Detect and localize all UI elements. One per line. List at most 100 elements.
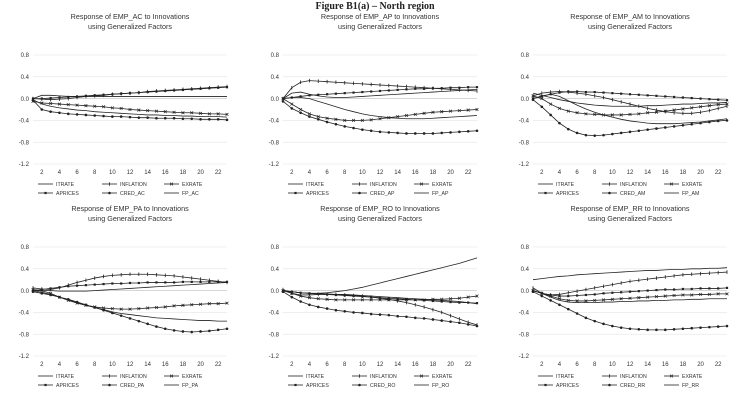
data-point bbox=[725, 286, 729, 289]
data-point bbox=[57, 102, 62, 106]
series-itrate bbox=[33, 282, 228, 292]
legend-label: EXRATE bbox=[432, 374, 453, 380]
data-point bbox=[299, 111, 302, 115]
x-tick-label: 8 bbox=[593, 362, 597, 368]
data-point bbox=[387, 89, 390, 92]
data-point bbox=[628, 290, 632, 293]
data-point bbox=[540, 294, 544, 298]
data-point bbox=[290, 102, 294, 106]
legend-entry: INFLATION bbox=[352, 374, 397, 380]
legend-marker bbox=[108, 383, 111, 387]
data-point bbox=[584, 293, 588, 297]
data-point bbox=[216, 112, 220, 116]
x-tick-label: 2 bbox=[290, 170, 294, 176]
data-point bbox=[708, 98, 711, 101]
data-point bbox=[181, 111, 185, 115]
data-point bbox=[163, 110, 167, 114]
series-exrate bbox=[531, 94, 729, 117]
data-point bbox=[66, 112, 70, 116]
data-point bbox=[225, 301, 229, 305]
data-point bbox=[396, 297, 399, 300]
legend-marker bbox=[608, 191, 611, 195]
y-tick-label: 0.8 bbox=[271, 53, 280, 59]
series-inflation bbox=[532, 270, 728, 297]
data-point bbox=[540, 105, 544, 109]
data-point bbox=[369, 129, 373, 133]
series-aprices bbox=[31, 280, 229, 292]
x-tick-label: 18 bbox=[680, 170, 687, 176]
chart-title-line1: Response of EMP_AC to Innovations bbox=[70, 12, 190, 21]
legend-entry: FP_RR bbox=[664, 383, 699, 389]
x-tick-label: 18 bbox=[430, 170, 437, 176]
legend-entry: FP_AP bbox=[414, 191, 449, 197]
data-point bbox=[575, 111, 579, 115]
figure-title: Figure B1(a) – North region bbox=[315, 1, 435, 12]
legend-marker bbox=[294, 191, 297, 195]
legend-entry: APRICES bbox=[538, 383, 579, 389]
data-point bbox=[378, 130, 382, 134]
data-point bbox=[316, 297, 320, 301]
data-point bbox=[101, 306, 106, 310]
data-point bbox=[611, 132, 614, 136]
data-point bbox=[102, 93, 105, 96]
data-point bbox=[725, 324, 729, 328]
data-point bbox=[602, 322, 605, 326]
data-point bbox=[699, 326, 702, 329]
chart-title-line1: Response of EMP_AP to Innovations bbox=[320, 12, 440, 21]
data-point bbox=[316, 114, 320, 119]
data-point bbox=[593, 134, 597, 137]
legend-label: FP_RO bbox=[432, 383, 449, 389]
data-point bbox=[225, 86, 229, 89]
chart-title-line1: Response of EMP_AM to Innovations bbox=[570, 12, 690, 21]
data-point bbox=[163, 327, 167, 331]
data-point bbox=[707, 104, 712, 108]
data-point bbox=[66, 102, 70, 107]
legend-entry: ITRATE bbox=[538, 182, 575, 188]
data-point bbox=[317, 93, 320, 96]
x-tick-label: 22 bbox=[465, 362, 472, 368]
data-point bbox=[198, 302, 203, 306]
data-point bbox=[690, 122, 694, 126]
legend-marker bbox=[419, 182, 424, 186]
data-point bbox=[405, 132, 408, 135]
legend-label: ITRATE bbox=[556, 374, 575, 380]
series-cred-ro bbox=[281, 290, 479, 328]
data-point bbox=[566, 109, 570, 113]
series-fp-pa bbox=[32, 290, 227, 322]
legend-entry: INFLATION bbox=[352, 182, 397, 188]
series-itrate bbox=[32, 94, 227, 99]
series-exrate bbox=[31, 99, 229, 117]
data-point bbox=[316, 305, 320, 309]
legend-label: APRICES bbox=[306, 383, 329, 389]
x-tick-label: 8 bbox=[93, 170, 97, 176]
data-point bbox=[637, 296, 641, 300]
data-point bbox=[40, 288, 43, 291]
legend-entry: ITRATE bbox=[538, 374, 575, 380]
data-point bbox=[181, 330, 185, 333]
legend-label: ITRATE bbox=[306, 374, 325, 380]
data-point bbox=[163, 116, 167, 120]
data-point bbox=[449, 131, 452, 134]
data-point bbox=[198, 111, 203, 115]
legend-label: INFLATION bbox=[120, 182, 147, 188]
data-point bbox=[584, 299, 588, 303]
data-point bbox=[351, 298, 356, 302]
data-point bbox=[458, 321, 461, 325]
y-tick-label: 0.0 bbox=[21, 289, 30, 295]
data-point bbox=[663, 109, 667, 113]
x-tick-label: 6 bbox=[325, 170, 329, 176]
data-point bbox=[199, 87, 202, 90]
x-tick-label: 22 bbox=[465, 170, 472, 176]
legend-entry: CRED_AC bbox=[102, 191, 145, 197]
data-point bbox=[646, 94, 649, 97]
y-tick-label: -0.4 bbox=[519, 119, 530, 125]
chart-title-line2: using Generalized Factors bbox=[338, 22, 422, 31]
chart-title-line2: using Generalized Factors bbox=[588, 214, 672, 223]
data-point bbox=[334, 293, 338, 297]
data-point bbox=[299, 95, 302, 98]
data-point bbox=[190, 117, 194, 121]
data-point bbox=[466, 130, 470, 133]
data-point bbox=[395, 114, 400, 119]
data-point bbox=[431, 132, 435, 135]
data-point bbox=[110, 306, 115, 311]
